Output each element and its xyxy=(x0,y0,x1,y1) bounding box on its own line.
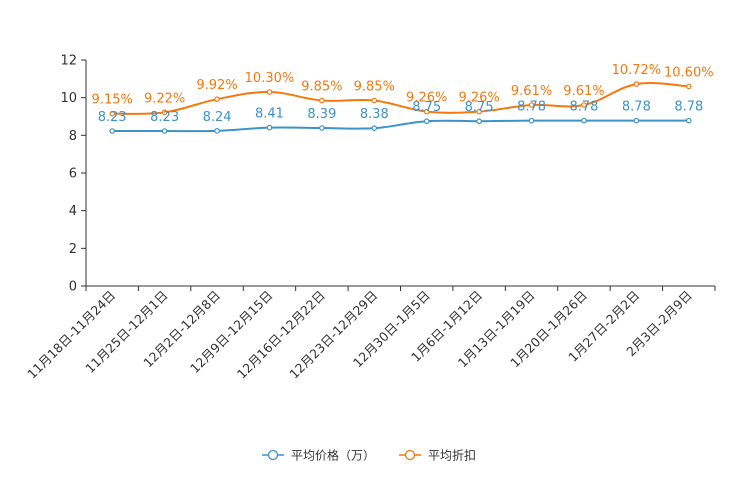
data-point-price[interactable] xyxy=(215,129,219,133)
data-label-price: 8.23 xyxy=(150,110,179,125)
x-tick-label: 12月16日-12月22日 xyxy=(234,288,328,382)
data-point-price[interactable] xyxy=(372,126,376,130)
series-labels: 8.23 8.23 8.24 8.41 8.39 8.38 8.75 8.75 8.78 8.78… xyxy=(92,63,714,125)
chart-container: 0 2 4 6 8 10 12 11月18日-11月24日 11月25日-12月1日 12月2日… xyxy=(0,0,744,496)
data-point-discount[interactable] xyxy=(372,98,376,102)
data-label-discount: 9.22% xyxy=(144,91,185,106)
x-tick-label: 11月18日-11月24日 xyxy=(24,288,118,382)
data-point-discount[interactable] xyxy=(634,82,638,86)
data-point-price[interactable] xyxy=(110,129,114,133)
data-point-price[interactable] xyxy=(425,119,429,123)
data-label-discount: 9.61% xyxy=(563,84,604,99)
legend-label: 平均折扣 xyxy=(428,448,476,463)
data-label-discount: 9.61% xyxy=(511,84,552,99)
x-axis-ticks: 11月18日-11月24日11月25日-12月1日12月2日-12月8日12月9… xyxy=(24,286,715,382)
data-label-price: 8.23 xyxy=(98,110,127,125)
data-point-price[interactable] xyxy=(634,118,638,122)
data-label-discount: 10.60% xyxy=(664,65,714,80)
series-line-price xyxy=(112,121,689,132)
legend-item-price[interactable]: 平均价格（万） xyxy=(262,448,375,463)
data-point-price[interactable] xyxy=(320,126,324,130)
legend-item-discount[interactable]: 平均折扣 xyxy=(399,448,476,463)
data-label-price: 8.41 xyxy=(255,107,284,122)
y-tick-label: 6 xyxy=(69,167,77,182)
data-label-discount: 9.15% xyxy=(92,93,133,108)
data-label-price: 8.38 xyxy=(360,107,389,122)
legend-marker-icon xyxy=(406,451,415,460)
legend-marker-icon xyxy=(269,451,278,460)
y-tick-label: 12 xyxy=(60,54,77,69)
y-tick-label: 2 xyxy=(69,242,77,257)
data-label-price: 8.24 xyxy=(203,110,232,125)
data-label-discount: 10.72% xyxy=(612,63,662,78)
data-label-price: 8.78 xyxy=(674,100,703,115)
legend[interactable]: 平均价格（万） 平均折扣 xyxy=(262,448,476,463)
data-label-discount: 10.30% xyxy=(245,71,295,86)
data-label-price: 8.39 xyxy=(307,107,336,122)
data-point-discount[interactable] xyxy=(320,98,324,102)
data-point-price[interactable] xyxy=(267,125,271,129)
line-chart: 0 2 4 6 8 10 12 11月18日-11月24日11月25日-12月1日12月2日… xyxy=(0,0,744,496)
data-point-price[interactable] xyxy=(477,119,481,123)
y-tick-label: 10 xyxy=(60,91,77,106)
data-label-price: 8.78 xyxy=(622,100,651,115)
data-label-discount: 9.26% xyxy=(406,91,447,106)
data-point-discount[interactable] xyxy=(267,90,271,94)
data-point-price[interactable] xyxy=(162,129,166,133)
data-label-discount: 9.26% xyxy=(458,91,499,106)
data-label-discount: 9.85% xyxy=(354,79,395,94)
data-point-price[interactable] xyxy=(582,118,586,122)
data-label-price: 8.78 xyxy=(517,100,546,115)
x-tick-label: 12月23日-12月29日 xyxy=(286,288,380,382)
data-label-discount: 9.92% xyxy=(196,78,237,93)
data-point-discount[interactable] xyxy=(687,84,691,88)
data-point-price[interactable] xyxy=(687,118,691,122)
data-label-discount: 9.85% xyxy=(301,79,342,94)
legend-label: 平均价格（万） xyxy=(291,448,375,463)
y-tick-label: 0 xyxy=(69,280,77,295)
data-label-price: 8.78 xyxy=(569,100,598,115)
y-tick-label: 8 xyxy=(69,129,77,144)
data-point-discount[interactable] xyxy=(215,97,219,101)
y-tick-label: 4 xyxy=(69,204,77,219)
data-point-price[interactable] xyxy=(529,118,533,122)
